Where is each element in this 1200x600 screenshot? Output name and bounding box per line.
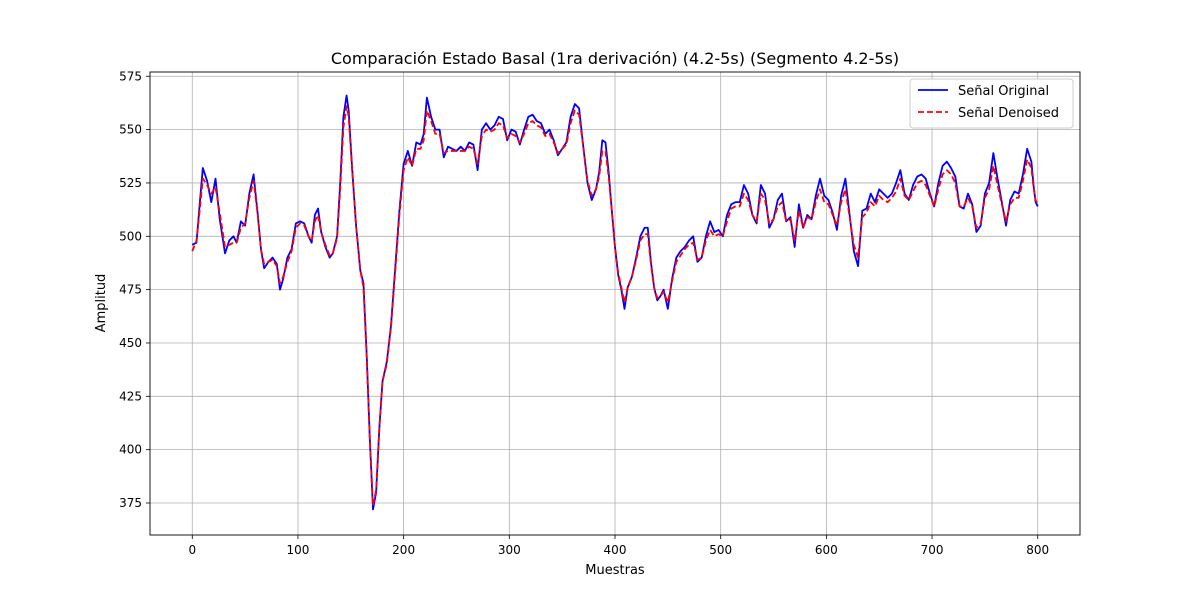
grid [150,72,1080,535]
y-tick-label: 400 [119,443,142,457]
y-tick-label: 500 [119,229,142,243]
ticks [146,75,1039,539]
x-tick-label: 600 [815,543,838,557]
y-tick-label: 475 [119,283,142,297]
series-line-denoised [191,105,1039,507]
x-axis-label: Muestras [585,563,645,578]
y-tick-label: 525 [119,176,142,190]
legend-label-denoised: Señal Denoised [958,106,1059,121]
x-tick-label: 300 [498,543,521,557]
series-layer [191,94,1039,511]
y-tick-label: 425 [119,389,142,403]
x-tick-label: 700 [921,543,944,557]
legend-box [909,78,1074,129]
x-tick-label: 100 [287,543,310,557]
legend-label-original: Señal Original [958,84,1049,99]
x-tick-label: 200 [392,543,415,557]
y-tick-label: 550 [119,123,142,137]
chart-title: Comparación Estado Basal (1ra derivación… [331,49,899,68]
x-tick-label: 400 [604,543,627,557]
x-tick-label: 800 [1026,543,1049,557]
legend: Señal Original Señal Denoised [909,78,1074,129]
y-tick-label: 450 [119,336,142,350]
y-tick-label: 575 [119,69,142,83]
tick-labels: 0 100 200 300 400 500 600 700 800 375 400 425 450 475… [119,69,1049,557]
x-tick-label: 0 [188,543,196,557]
x-tick-label: 500 [709,543,732,557]
y-axis-label: Amplitud [94,274,109,333]
y-tick-label: 375 [119,496,142,510]
